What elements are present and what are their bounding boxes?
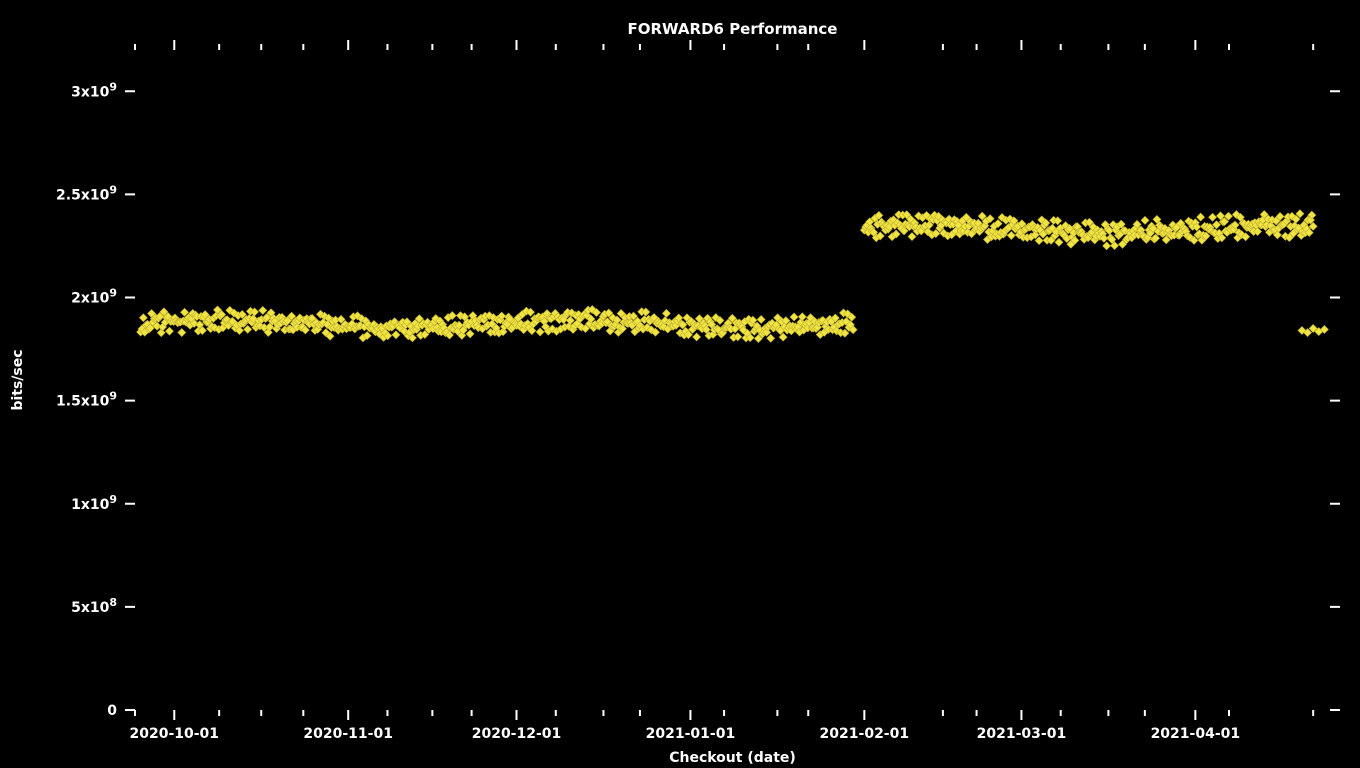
- top-axis-ticks: [135, 40, 1313, 50]
- x-tick-label: 2021-02-01: [820, 726, 910, 742]
- scatter-chart: FORWARD6 Performance bits/sec Checkout (…: [0, 0, 1360, 768]
- y-tick-label: 3x109: [71, 80, 117, 100]
- y-tick-label: 1.5x109: [56, 390, 117, 410]
- x-tick-label: 2020-12-01: [472, 726, 562, 742]
- y-tick-label: 5x108: [71, 596, 117, 616]
- y-axis-label: bits/sec: [10, 349, 26, 410]
- y-axis-ticks: 0 5x108 1x109 1.5x109 2x109 2.5x109 3x109: [56, 80, 135, 719]
- data-points: [137, 210, 1329, 343]
- x-tick-label: 2021-01-01: [646, 726, 736, 742]
- y-tick-label: 0: [107, 703, 117, 719]
- x-tick-label: 2020-11-01: [303, 726, 393, 742]
- y-tick-label: 2x109: [71, 287, 117, 307]
- x-axis-label: Checkout (date): [669, 750, 796, 766]
- x-axis-ticks: 2020-10-01 2020-11-01 2020-12-01 2021-01-01…: [129, 710, 1240, 742]
- y-tick-label: 1x109: [71, 493, 117, 513]
- x-axis-minor-ticks: [135, 710, 1313, 716]
- chart-title: FORWARD6 Performance: [628, 20, 838, 38]
- chart-container: FORWARD6 Performance bits/sec Checkout (…: [0, 0, 1360, 768]
- x-tick-label: 2020-10-01: [129, 726, 219, 742]
- y-tick-label: 2.5x109: [56, 183, 117, 203]
- x-tick-label: 2021-03-01: [977, 726, 1067, 742]
- right-axis-ticks: [1330, 91, 1340, 710]
- x-tick-label: 2021-04-01: [1151, 726, 1241, 742]
